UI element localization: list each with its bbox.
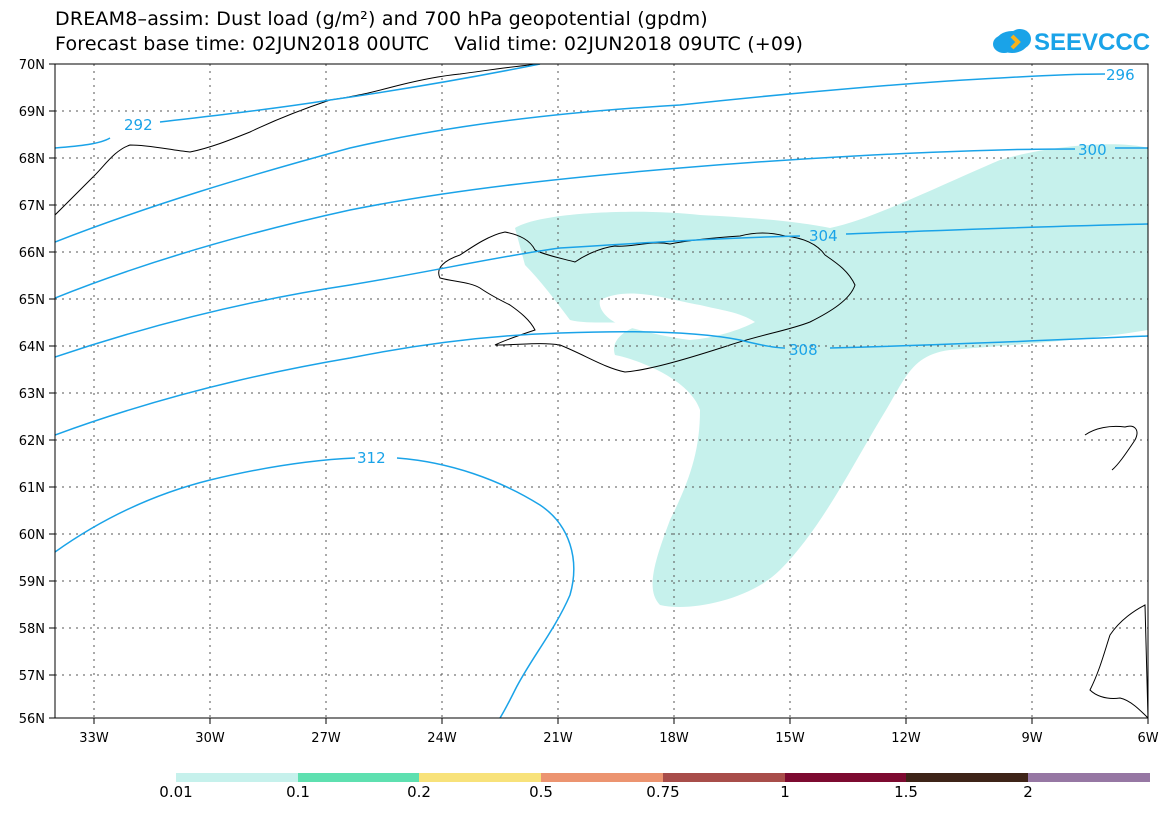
map-frame (54, 63, 1149, 719)
colorbar-label: 0.5 (529, 783, 553, 801)
logo-text: SEEVCCC (1034, 29, 1150, 56)
colorbar-label: 2 (1023, 783, 1033, 801)
colorbar-swatch (785, 773, 906, 782)
colorbar-label: 0.2 (407, 783, 431, 801)
colorbar (176, 773, 1150, 782)
contour-308 (55, 330, 1148, 436)
contour-label: 292 (124, 116, 153, 134)
axis-ticks (49, 63, 1149, 724)
lon-label: 24W (427, 731, 457, 746)
colorbar-label: 1.5 (894, 783, 918, 801)
colorbar-label: 0.75 (646, 783, 680, 801)
lat-label: 59N (19, 575, 45, 590)
lat-label: 70N (19, 58, 45, 73)
coastlines (55, 64, 1148, 718)
colorbar-swatch (176, 773, 298, 782)
lat-label: 63N (19, 387, 45, 402)
lat-label: 64N (19, 340, 45, 355)
lon-label: 15W (775, 731, 805, 746)
lat-label: 66N (19, 246, 45, 261)
contour-300 (55, 147, 1148, 299)
contour-296 (55, 73, 1106, 243)
dust-load-area (515, 144, 1148, 607)
lat-label: 62N (19, 434, 45, 449)
contour-label: 312 (357, 449, 386, 467)
lat-label: 69N (19, 105, 45, 120)
contour-label: 304 (809, 227, 838, 245)
colorbar-swatch (541, 773, 663, 782)
colorbar-swatch (298, 773, 419, 782)
colorbar-label: 0.01 (159, 783, 193, 801)
contour-312 (55, 457, 575, 718)
lon-label: 6W (1137, 731, 1158, 746)
graticule (55, 64, 1148, 718)
lat-label: 61N (19, 481, 45, 496)
contour-304 (55, 223, 1148, 358)
lat-label: 56N (19, 712, 45, 727)
map-subtitle: Forecast base time: 02JUN2018 00UTC Vali… (55, 33, 804, 55)
colorbar-label: 0.1 (286, 783, 310, 801)
lon-label: 30W (195, 731, 225, 746)
lon-label: 12W (891, 731, 921, 746)
colorbar-label: 1 (780, 783, 790, 801)
lat-label: 68N (19, 152, 45, 167)
lon-label: 33W (79, 731, 109, 746)
contour-label: 308 (789, 341, 818, 359)
colorbar-swatch (1028, 773, 1150, 782)
lat-label: 67N (19, 199, 45, 214)
contour-292 (55, 64, 541, 149)
contour-label: 296 (1106, 66, 1135, 84)
contour-label: 300 (1078, 141, 1107, 159)
lon-label: 27W (311, 731, 341, 746)
lat-label: 58N (19, 622, 45, 637)
cloud-icon (993, 29, 1031, 53)
colorbar-swatch (663, 773, 785, 782)
lon-label: 9W (1021, 731, 1042, 746)
seevccc-logo: SEEVCCC (993, 29, 1150, 56)
colorbar-swatch (419, 773, 541, 782)
colorbar-swatch (906, 773, 1028, 782)
lat-label: 60N (19, 528, 45, 543)
lon-label: 21W (543, 731, 573, 746)
map-title: DREAM8–assim: Dust load (g/m²) and 700 h… (55, 8, 708, 30)
lat-label: 65N (19, 293, 45, 308)
lat-label: 57N (19, 669, 45, 684)
lon-label: 18W (659, 731, 689, 746)
dust-gap-area (599, 293, 755, 340)
